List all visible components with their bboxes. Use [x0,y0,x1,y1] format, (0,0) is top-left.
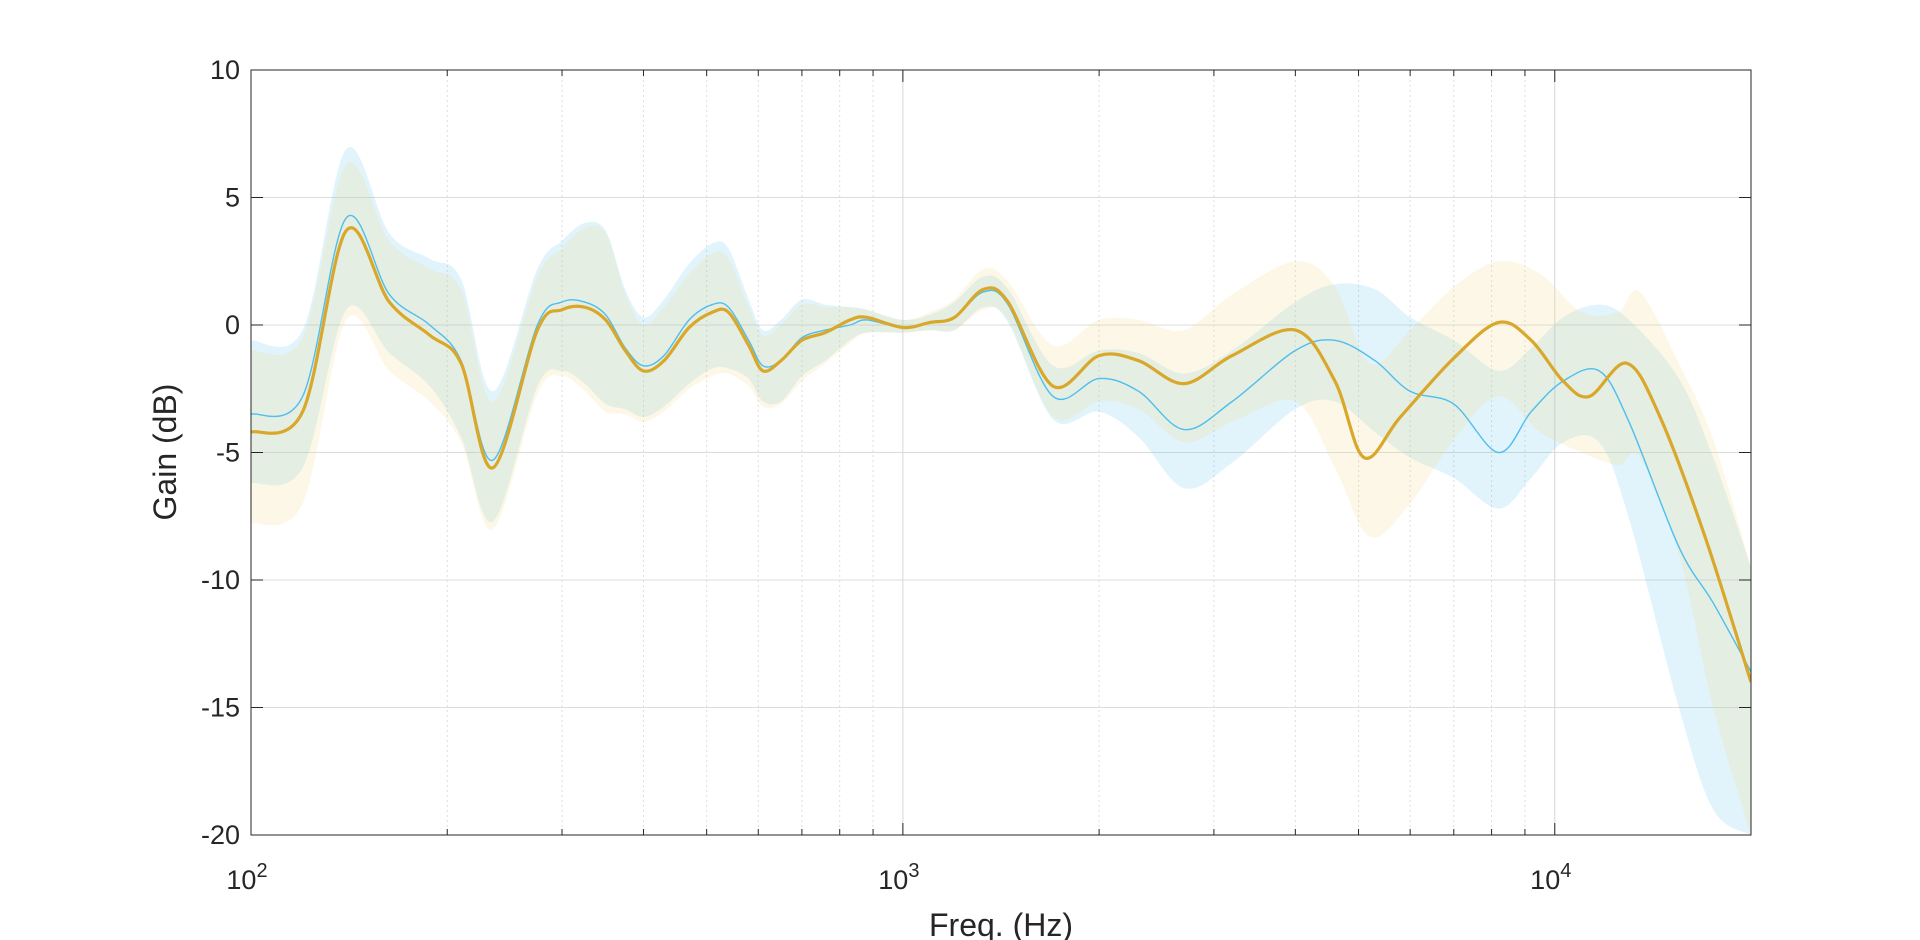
y-tick-label: -20 [201,820,240,850]
series-1-band [251,146,1751,835]
y-tick-label: -5 [216,438,240,468]
series-2-band [251,162,1751,835]
y-tick-label: -15 [201,693,240,723]
x-tick-label: 104 [1530,860,1571,895]
x-axis-label: Freq. (Hz) [929,907,1073,940]
series-1-line [251,214,1751,673]
x-tick-label: 102 [226,860,267,895]
series-2-line [251,226,1751,683]
y-tick-label: 10 [210,55,240,85]
y-axis-label: Gain (dB) [147,384,183,521]
x-tick-label: 103 [878,860,919,895]
y-tick-label: 0 [225,310,240,340]
y-tick-labels: 10 5 0 -5 -10 -15 -20 [201,55,240,850]
y-tick-label: 5 [225,183,240,213]
confidence-bands [251,146,1751,835]
y-tick-label: -10 [201,565,240,595]
x-tick-labels: 102 103 104 [226,860,1571,895]
series-lines [251,214,1751,683]
axis-ticks [250,69,1752,836]
